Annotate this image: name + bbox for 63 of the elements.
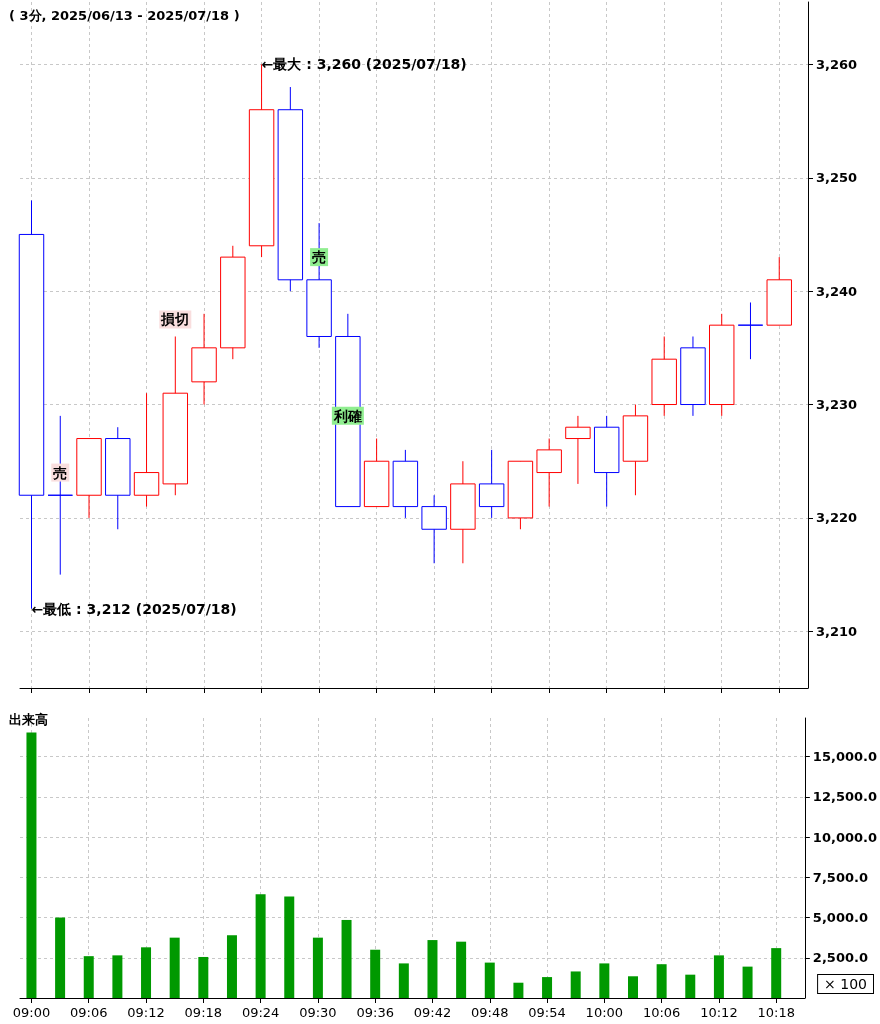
y-tick-label: 3,230	[816, 397, 858, 413]
x-tick-label: 10:18	[757, 1005, 795, 1020]
annotation: ←最大 : 3,260 (2025/07/18)	[261, 56, 467, 73]
y-tick-label: 7,500.0	[812, 869, 868, 885]
x-tick-label: 09:48	[471, 1005, 509, 1020]
y-tick-label: 3,210	[816, 623, 858, 639]
bar	[198, 956, 209, 998]
bar	[599, 963, 610, 998]
y-tick-label: 12,500.0	[812, 789, 878, 805]
bar	[484, 962, 495, 998]
y-tick-label: 10,000.0	[812, 829, 878, 845]
x-tick-label: 09:18	[184, 1005, 223, 1020]
candlestick	[737, 301, 764, 360]
bar	[370, 949, 381, 998]
bar	[341, 919, 352, 998]
annotation: 売	[53, 464, 68, 481]
x-tick-label: 10:12	[700, 1005, 738, 1020]
bar	[312, 937, 323, 998]
bar	[771, 948, 782, 998]
y-tick-label: 3,220	[816, 510, 858, 526]
bar	[427, 940, 438, 998]
text: × 100	[824, 976, 867, 992]
text: ( 3分, 2025/06/13 - 2025/07/18 )	[9, 8, 240, 23]
bar	[456, 941, 467, 998]
x-tick-label: 10:06	[642, 1005, 681, 1020]
bar	[226, 935, 237, 998]
x-tick-label: 09:54	[528, 1005, 566, 1020]
x-tick-label: 09:36	[356, 1005, 394, 1020]
y-tick-label: 2,500.0	[812, 950, 868, 966]
chart-title: 出来高	[9, 712, 48, 727]
bar	[513, 982, 524, 998]
bar	[570, 971, 581, 998]
bar	[169, 937, 180, 998]
annotation: 売	[312, 249, 327, 266]
bar	[742, 966, 753, 998]
x-tick-label: 09:42	[413, 1005, 452, 1020]
bar	[656, 964, 667, 998]
annotation: 利確	[332, 407, 362, 424]
x-tick-label: 09:12	[127, 1005, 165, 1020]
bar	[398, 963, 409, 998]
y-tick-label: 15,000.0	[812, 749, 878, 765]
x-tick-label: 09:30	[299, 1005, 337, 1020]
bar	[713, 955, 724, 998]
bar	[141, 947, 152, 998]
bar	[542, 977, 553, 998]
x-tick-label: 10:00	[585, 1005, 624, 1020]
y-tick-label: 3,240	[816, 283, 858, 299]
bar	[685, 974, 696, 998]
bar	[255, 894, 266, 998]
bar	[83, 956, 94, 998]
y-tick-label: 3,260	[816, 56, 858, 72]
bar	[26, 732, 37, 998]
bar	[55, 917, 66, 998]
bar	[284, 896, 295, 998]
annotation: 損切	[160, 311, 190, 328]
annotation: ←最低 : 3,212 (2025/07/18)	[31, 600, 237, 617]
x-tick-label: 09:06	[70, 1005, 108, 1020]
bar	[627, 976, 638, 998]
x-tick-label: 09:24	[241, 1005, 280, 1020]
y-tick-label: 5,000.0	[812, 910, 868, 926]
y-tick-label: 3,250	[816, 170, 858, 186]
bar	[112, 955, 123, 998]
x-tick-label: 09:00	[12, 1005, 51, 1020]
